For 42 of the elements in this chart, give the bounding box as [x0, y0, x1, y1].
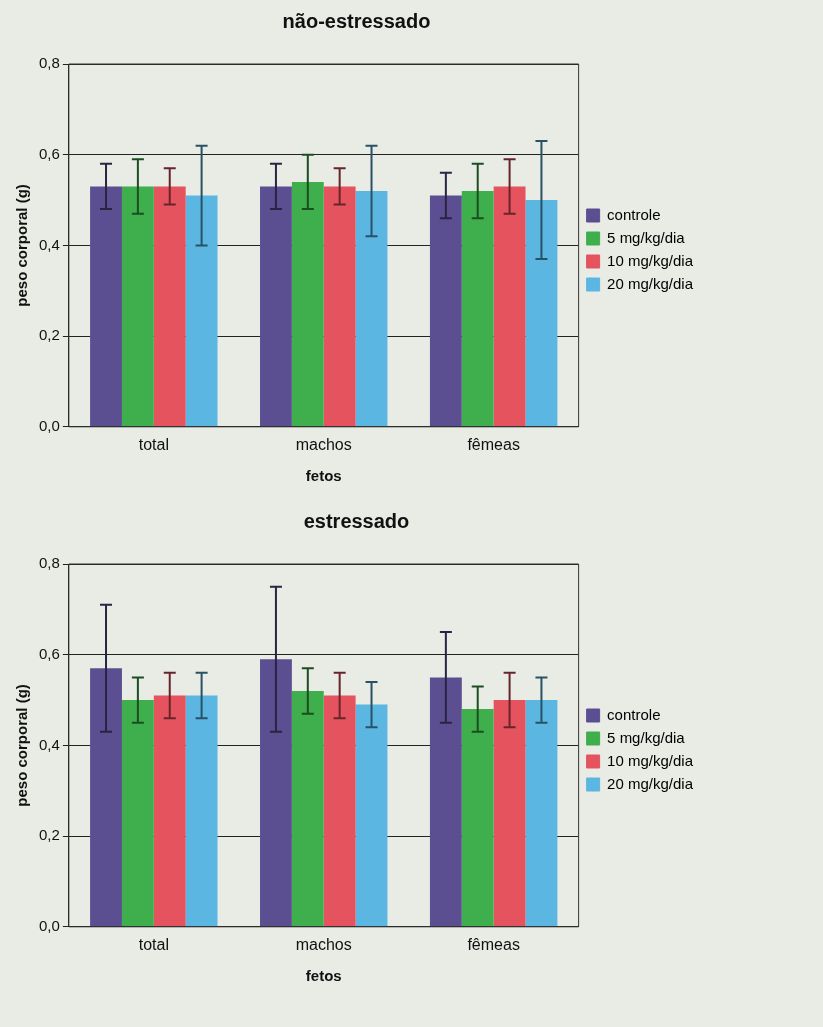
bar — [355, 704, 388, 927]
x-tick-label: fêmeas — [467, 435, 520, 453]
bar — [291, 690, 324, 927]
x-axis-title: fetos — [305, 467, 342, 485]
x-tick-label: total — [138, 935, 169, 953]
bar — [153, 695, 186, 927]
bar — [323, 695, 356, 927]
bar — [493, 700, 526, 927]
bar — [461, 709, 494, 927]
bar — [525, 700, 558, 927]
y-axis-title: peso corporal (g) — [13, 684, 31, 807]
y-axis-title: peso corporal (g) — [13, 184, 31, 307]
legend-label: 10 mg/kg/dia — [607, 751, 694, 769]
legend-label: 5 mg/kg/dia — [607, 228, 686, 246]
y-tick-label: 0,0 — [38, 416, 60, 434]
y-tick-label: 0,8 — [38, 554, 60, 572]
x-tick-label: machos — [295, 935, 352, 953]
legend-label: 20 mg/kg/dia — [607, 274, 694, 292]
bar — [121, 700, 154, 927]
x-tick-label: fêmeas — [467, 935, 520, 953]
x-tick-label: total — [138, 435, 169, 453]
bar — [185, 695, 218, 927]
bar — [260, 659, 292, 927]
y-tick-label: 0,6 — [38, 644, 60, 662]
bar — [90, 668, 122, 927]
chart-title: não-estressado — [282, 9, 431, 32]
y-tick-label: 0,4 — [38, 235, 60, 253]
x-axis-title: fetos — [305, 967, 342, 985]
legend-label: controle — [607, 205, 661, 223]
legend-label: controle — [607, 705, 661, 723]
y-tick-label: 0,6 — [38, 144, 60, 162]
legend-label: 10 mg/kg/dia — [607, 251, 694, 269]
bar — [429, 677, 462, 927]
y-tick-label: 0,8 — [38, 54, 60, 72]
y-tick-label: 0,0 — [38, 916, 60, 934]
y-tick-label: 0,4 — [38, 735, 60, 753]
y-tick-label: 0,2 — [38, 826, 60, 844]
x-tick-label: machos — [295, 435, 352, 453]
legend-label: 20 mg/kg/dia — [607, 774, 694, 792]
y-tick-label: 0,2 — [38, 326, 60, 344]
chart-title: estressado — [303, 509, 410, 532]
legend-label: 5 mg/kg/dia — [607, 728, 686, 746]
